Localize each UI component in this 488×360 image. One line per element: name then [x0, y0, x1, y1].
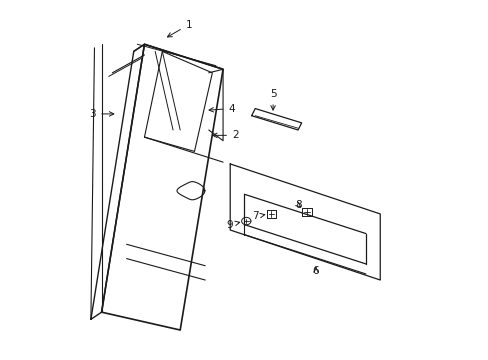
Text: 5: 5	[269, 89, 276, 110]
Text: 1: 1	[167, 19, 192, 37]
Text: 3: 3	[89, 109, 114, 119]
Text: 7: 7	[252, 211, 264, 221]
Text: 9: 9	[226, 220, 239, 230]
Text: 6: 6	[312, 266, 319, 276]
Text: 8: 8	[294, 200, 301, 210]
Text: 2: 2	[212, 130, 238, 140]
Text: 4: 4	[209, 104, 235, 113]
